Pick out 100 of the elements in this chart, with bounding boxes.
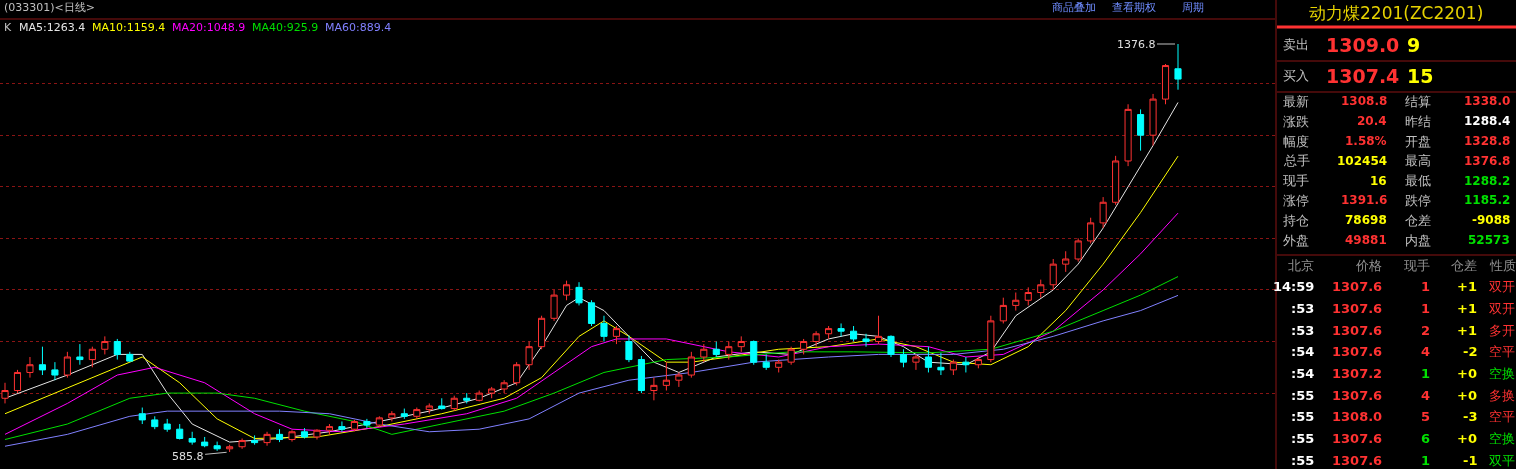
text: MA20:1048.9	[172, 21, 246, 34]
text: 102454	[1337, 154, 1388, 168]
candlestick	[138, 407, 146, 425]
candlestick	[126, 351, 134, 363]
candlestick	[737, 335, 745, 353]
text: MA40:925.9	[252, 21, 319, 34]
text: MA10:1159.4	[92, 21, 166, 34]
candlestick	[562, 280, 571, 301]
text: 4	[1421, 344, 1431, 359]
candlestick	[488, 386, 496, 399]
candlestick	[51, 361, 59, 381]
candlestick	[999, 297, 1007, 324]
text: 1307.6	[1332, 388, 1383, 403]
text: 14:59	[1273, 279, 1315, 294]
text: 1	[1421, 301, 1431, 316]
candlestick	[13, 369, 22, 394]
candlestick	[151, 415, 159, 430]
text: 最低	[1405, 173, 1431, 188]
text: 49881	[1345, 233, 1387, 247]
annotation: 1376.8	[1117, 38, 1156, 51]
text: 空平	[1489, 344, 1515, 359]
text: 仓差	[1405, 213, 1431, 228]
text: 持仓	[1283, 213, 1309, 228]
candlestick	[525, 341, 533, 371]
text: 北京	[1288, 258, 1314, 273]
candlestick	[1124, 103, 1132, 167]
text: 查看期权	[1112, 1, 1156, 14]
candlestick	[850, 325, 858, 343]
text: 2	[1421, 323, 1431, 338]
text: 1307.4	[1326, 65, 1400, 87]
candlestick	[325, 423, 334, 435]
candlestick	[188, 431, 196, 446]
text: 空平	[1489, 409, 1515, 424]
text: +1	[1457, 323, 1477, 338]
candlestick	[350, 419, 358, 432]
candlestick	[712, 341, 720, 358]
text: :55	[1291, 431, 1315, 446]
candlestick	[101, 335, 109, 355]
candlestick	[400, 408, 408, 420]
candlestick	[762, 353, 770, 371]
text: 1307.2	[1332, 366, 1383, 381]
text: 现手	[1404, 258, 1430, 273]
text: 1	[1421, 453, 1431, 468]
candlestick	[962, 356, 970, 373]
candlestick	[775, 359, 783, 373]
candlestick	[974, 356, 982, 369]
candlestick	[463, 392, 471, 404]
candlestick	[812, 330, 820, 348]
text: 最高	[1405, 153, 1431, 168]
candlestick	[612, 325, 621, 345]
candlestick	[587, 299, 596, 327]
text: 多开	[1489, 323, 1515, 338]
candlestick	[263, 431, 271, 447]
candlestick	[338, 420, 346, 433]
text: 最新	[1283, 94, 1309, 109]
text: 1308.0	[1332, 409, 1383, 424]
text: 1376.8	[1464, 154, 1511, 168]
candlestick	[288, 429, 296, 443]
text: 1328.8	[1464, 134, 1511, 148]
candlestick	[26, 356, 34, 379]
text: 1307.6	[1332, 279, 1383, 294]
text: 结算	[1405, 94, 1431, 109]
text: 跌停	[1405, 193, 1431, 208]
text: 卖出	[1283, 37, 1309, 52]
candlestick	[450, 395, 458, 412]
candlestick	[750, 339, 758, 366]
text: 1307.6	[1332, 431, 1383, 446]
text: 1307.6	[1332, 301, 1383, 316]
text: 20.4	[1357, 114, 1387, 128]
candlestick	[949, 359, 957, 376]
text: 1288.4	[1464, 114, 1511, 128]
text: -2	[1463, 344, 1478, 359]
candlestick	[226, 444, 234, 452]
candlestick	[438, 397, 446, 411]
text: +0	[1457, 431, 1477, 446]
text: 性质	[1489, 258, 1516, 273]
candlestick	[163, 418, 171, 433]
candlestick	[1049, 258, 1057, 291]
text: 1307.6	[1332, 453, 1383, 468]
candlestick	[513, 361, 521, 386]
text: 昨结	[1405, 114, 1431, 129]
text: 1391.6	[1341, 193, 1388, 207]
text: 15	[1407, 65, 1434, 87]
candlestick	[63, 351, 71, 379]
text: 78698	[1345, 213, 1387, 227]
candlestick	[500, 379, 508, 394]
candlestick	[912, 353, 920, 371]
text: 现手	[1283, 173, 1309, 188]
candlestick	[575, 281, 583, 306]
candlestick	[800, 338, 808, 355]
text: 幅度	[1283, 134, 1309, 149]
candlestick	[38, 346, 46, 376]
text: :55	[1291, 453, 1315, 468]
candlestick	[300, 427, 309, 439]
candlestick	[837, 322, 845, 337]
text: 4	[1421, 388, 1431, 403]
candlestick	[213, 441, 221, 452]
text: 1307.6	[1332, 344, 1383, 359]
text: 仓差	[1451, 258, 1477, 273]
candlestick	[238, 437, 246, 450]
